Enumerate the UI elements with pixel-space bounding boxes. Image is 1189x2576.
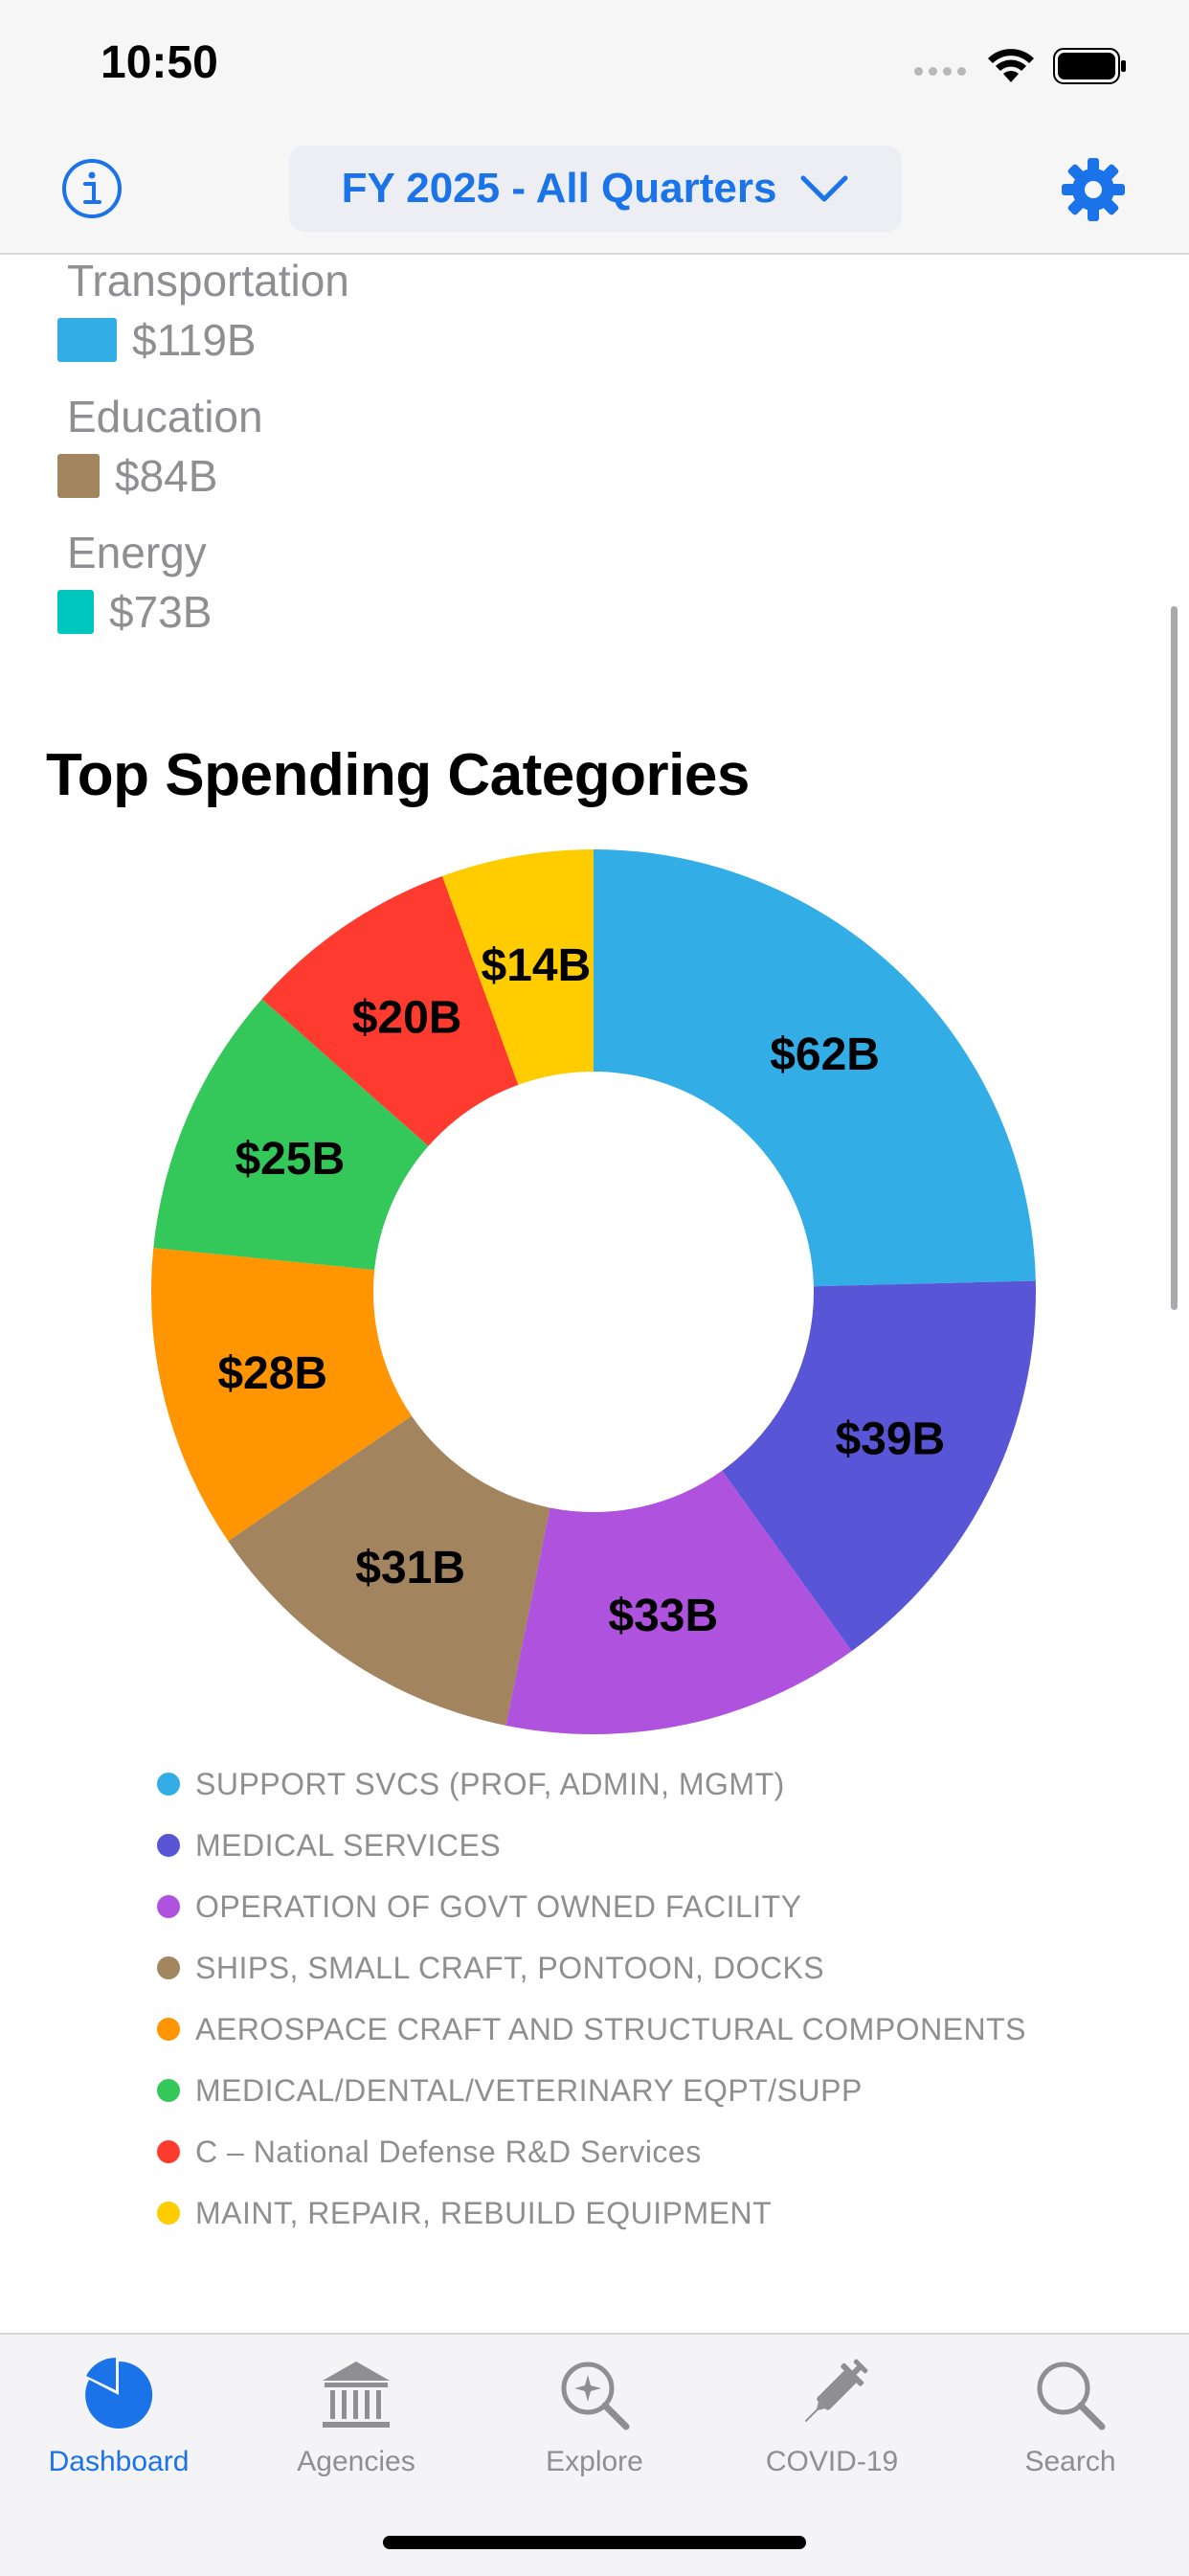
donut-slice[interactable] <box>505 1470 852 1734</box>
legend-label: SUPPORT SVCS (PROF, ADMIN, MGMT) <box>195 1766 785 1801</box>
donut-slice[interactable] <box>594 849 1036 1287</box>
building-columns-icon <box>323 2361 390 2428</box>
legend-dot <box>157 2079 180 2102</box>
syringe-icon <box>804 2359 868 2423</box>
agency-legend-name: Transportation <box>67 256 349 305</box>
slice-value-label: $25B <box>235 1134 345 1185</box>
battery-icon <box>1053 48 1126 84</box>
agency-legend-row: $119B <box>57 314 257 366</box>
donut-slice[interactable] <box>261 875 519 1146</box>
gear-icon[interactable] <box>1060 156 1127 223</box>
tab-label: Agencies <box>297 2446 415 2477</box>
legend-label: MEDICAL/DENTAL/VETERINARY EQPT/SUPP <box>195 2072 863 2108</box>
legend-item: AEROSPACE CRAFT AND STRUCTURAL COMPONENT… <box>157 1999 1026 2060</box>
agency-legend-name: Energy <box>67 528 207 577</box>
donut-slice[interactable] <box>722 1280 1036 1652</box>
wifi-icon <box>988 49 1034 82</box>
section-title: Top Spending Categories <box>46 742 750 808</box>
agency-legend-amount: $84B <box>115 451 218 501</box>
legend-item: MAINT, REPAIR, REBUILD EQUIPMENT <box>157 2182 1026 2244</box>
agency-swatch <box>57 454 100 498</box>
agency-legend-amount: $73B <box>109 587 213 637</box>
donut-slice[interactable] <box>441 849 594 1085</box>
legend-dot <box>157 1956 180 1979</box>
legend-label: MAINT, REPAIR, REBUILD EQUIPMENT <box>195 2195 773 2230</box>
legend-dot <box>157 2202 180 2225</box>
legend-dot <box>157 2140 180 2163</box>
spending-donut-chart[interactable]: $62B $39B $33B $31B $28B $25B $20B $14B <box>148 847 1039 1737</box>
chevron-down-icon <box>800 175 848 202</box>
legend-label: AEROSPACE CRAFT AND STRUCTURAL COMPONENT… <box>195 2011 1027 2046</box>
legend-item: SUPPORT SVCS (PROF, ADMIN, MGMT) <box>157 1753 1026 1815</box>
legend-label: OPERATION OF GOVT OWNED FACILITY <box>195 1888 802 1924</box>
tab-label: COVID-19 <box>765 2446 899 2477</box>
cellular-signal-icon <box>914 67 966 76</box>
agency-legend-row: $73B <box>57 586 212 638</box>
legend-dot <box>157 1895 180 1918</box>
slice-value-label: $20B <box>352 993 462 1044</box>
slice-value-label: $31B <box>355 1543 465 1593</box>
slice-value-label: $14B <box>482 940 592 991</box>
legend-item: OPERATION OF GOVT OWNED FACILITY <box>157 1876 1026 1937</box>
search-icon <box>1037 2361 1106 2430</box>
tab-agencies[interactable]: Agencies <box>237 2354 475 2478</box>
tab-search[interactable]: Search <box>952 2354 1189 2478</box>
legend-label: MEDICAL SERVICES <box>195 1827 502 1863</box>
slice-value-label: $28B <box>217 1348 327 1399</box>
legend-dot <box>157 1773 180 1796</box>
legend-item: MEDICAL SERVICES <box>157 1815 1026 1876</box>
donut-slice[interactable] <box>150 1247 412 1542</box>
magnifier-sparkle-icon <box>561 2361 630 2430</box>
fiscal-year-label: FY 2025 - All Quarters <box>341 165 777 212</box>
agency-legend-name: Education <box>67 392 263 441</box>
slice-value-label: $33B <box>608 1591 718 1641</box>
pie-chart-icon <box>85 2358 153 2429</box>
legend-item: C – National Defense R&D Services <box>157 2121 1026 2182</box>
slice-value-label: $39B <box>835 1413 945 1464</box>
info-icon[interactable] <box>61 158 123 219</box>
scrollbar[interactable] <box>1171 606 1178 1310</box>
legend-label: C – National Defense R&D Services <box>195 2134 702 2169</box>
slice-value-label: $62B <box>770 1029 880 1080</box>
agency-legend-row: $84B <box>57 450 217 502</box>
tab-label: Explore <box>546 2446 643 2477</box>
donut-slice[interactable] <box>228 1415 550 1726</box>
tab-covid[interactable]: COVID-19 <box>713 2354 951 2478</box>
agency-swatch <box>57 590 94 634</box>
status-time: 10:50 <box>101 37 218 88</box>
agency-swatch <box>57 318 117 362</box>
legend-label: SHIPS, SMALL CRAFT, PONTOON, DOCKS <box>195 1950 825 1985</box>
tab-explore[interactable]: Explore <box>476 2354 713 2478</box>
legend-dot <box>157 2018 180 2041</box>
legend-item: SHIPS, SMALL CRAFT, PONTOON, DOCKS <box>157 1937 1026 1999</box>
chart-legend: SUPPORT SVCS (PROF, ADMIN, MGMT) MEDICAL … <box>157 1753 1026 2244</box>
legend-item: MEDICAL/DENTAL/VETERINARY EQPT/SUPP <box>157 2060 1026 2121</box>
fiscal-year-selector[interactable]: FY 2025 - All Quarters <box>289 146 902 232</box>
donut-slice[interactable] <box>153 999 429 1271</box>
legend-dot <box>157 1834 180 1857</box>
tab-label: Dashboard <box>48 2446 190 2477</box>
tab-dashboard[interactable]: Dashboard <box>0 2354 237 2478</box>
home-indicator[interactable] <box>383 2536 806 2549</box>
tab-label: Search <box>1024 2446 1116 2477</box>
tab-bar: Dashboard Agencies Explore <box>0 2333 1189 2576</box>
agency-legend-amount: $119B <box>132 315 257 365</box>
dashboard-content[interactable]: Transportation $119B Education $84B Ener… <box>0 255 1189 2333</box>
status-bar: 10:50 <box>0 0 1189 124</box>
navigation-bar: FY 2025 - All Quarters <box>0 124 1189 255</box>
